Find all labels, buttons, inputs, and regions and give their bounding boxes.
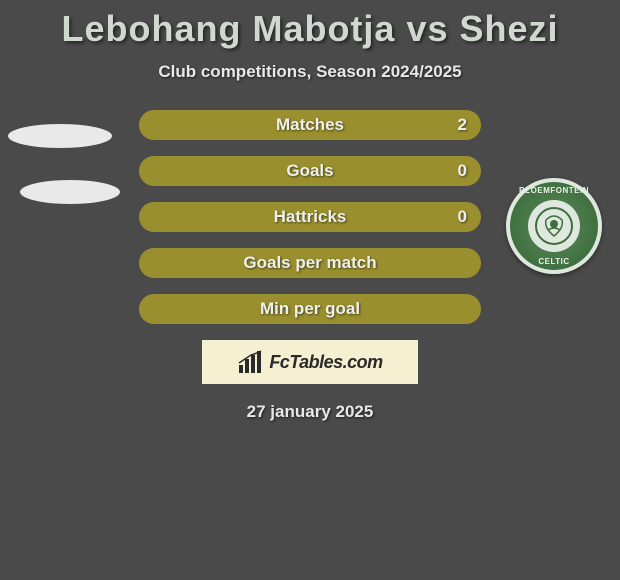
club-badge: BLOEMFONTEIN CELTIC bbox=[506, 178, 602, 274]
badge-crest-icon bbox=[534, 206, 574, 246]
stat-value: 0 bbox=[458, 207, 467, 227]
page-title: Lebohang Mabotja vs Shezi bbox=[0, 0, 620, 50]
stat-value: 2 bbox=[458, 115, 467, 135]
stat-value: 0 bbox=[458, 161, 467, 181]
badge-inner-circle bbox=[528, 200, 580, 252]
player-left-placeholder-1 bbox=[8, 124, 112, 148]
stat-label: Min per goal bbox=[260, 299, 360, 319]
badge-text-bottom: CELTIC bbox=[506, 257, 602, 266]
brand-logo-box[interactable]: FcTables.com bbox=[202, 340, 418, 384]
stat-label: Matches bbox=[276, 115, 344, 135]
stat-label: Hattricks bbox=[274, 207, 347, 227]
stat-row-goals-per-match: Goals per match bbox=[139, 248, 481, 278]
badge-text-top: BLOEMFONTEIN bbox=[506, 186, 602, 195]
stat-row-goals: Goals 0 bbox=[139, 156, 481, 186]
brand-name: FcTables.com bbox=[269, 352, 382, 373]
stat-label: Goals bbox=[286, 161, 333, 181]
stat-row-min-per-goal: Min per goal bbox=[139, 294, 481, 324]
brand-chart-icon bbox=[237, 349, 263, 375]
player-left-placeholder-2 bbox=[20, 180, 120, 204]
stat-label: Goals per match bbox=[243, 253, 376, 273]
stat-row-matches: Matches 2 bbox=[139, 110, 481, 140]
snapshot-date: 27 january 2025 bbox=[0, 402, 620, 422]
page-subtitle: Club competitions, Season 2024/2025 bbox=[0, 62, 620, 82]
stat-row-hattricks: Hattricks 0 bbox=[139, 202, 481, 232]
